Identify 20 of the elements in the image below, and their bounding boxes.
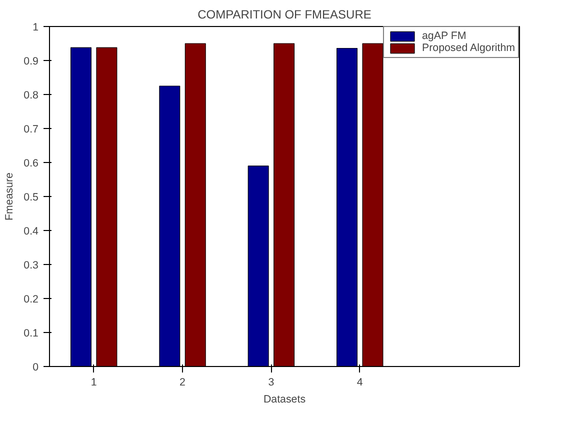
y-tick-label: 0 [32, 362, 39, 374]
x-tick-label: 2 [180, 376, 186, 388]
y-tick-label: 0.9 [24, 56, 39, 68]
y-tick-label: 0.5 [24, 192, 39, 204]
x-tick-label: 3 [268, 376, 274, 388]
y-axis-title: Fmeasure [4, 172, 16, 220]
y-tick-label: 0.8 [24, 90, 39, 102]
y-tick-label: 0.7 [24, 124, 39, 136]
y-tick-label: 0.6 [24, 158, 39, 170]
x-tick-label: 1 [90, 376, 97, 388]
legend-label: agAP FM [422, 30, 466, 42]
y-tick-label: 0.1 [24, 328, 39, 340]
legend-label: Proposed Algorithm [422, 42, 515, 54]
chart-title: COMPARITION OF FMEASURE [198, 8, 372, 22]
y-tick-label: 0.3 [24, 260, 39, 272]
y-tick-label: 0.2 [24, 294, 39, 306]
x-axis-title: Datasets [263, 394, 306, 406]
y-tick-label: 1 [32, 22, 39, 34]
x-tick-label: 4 [356, 376, 363, 388]
y-tick-label: 0.4 [24, 226, 39, 238]
